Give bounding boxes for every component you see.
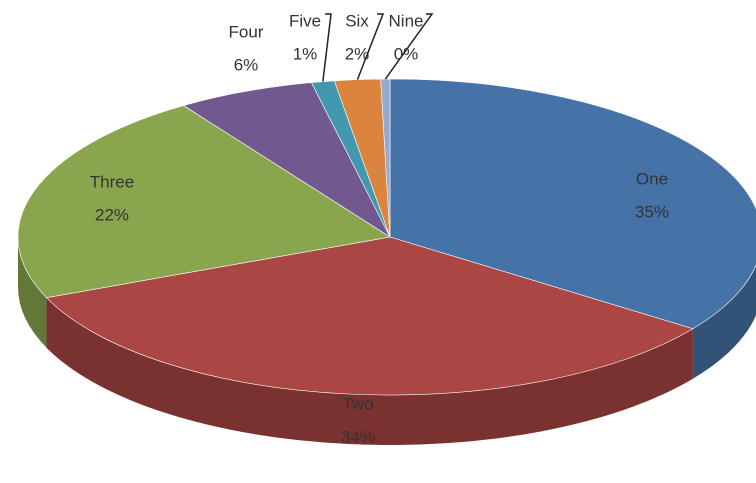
leader-line: [322, 13, 332, 82]
slice: [17, 105, 391, 299]
slice-label: Four: [229, 22, 264, 41]
slice-side: [46, 297, 693, 446]
slice-label: Three: [90, 172, 134, 191]
leader-line: [356, 13, 385, 80]
slice-side: [18, 237, 47, 348]
slice-value-label: 1%: [293, 44, 318, 63]
slice-value-label: 0%: [394, 44, 419, 63]
slice-label: Five: [289, 11, 321, 30]
slice: [182, 82, 391, 238]
slice-label: Nine: [389, 11, 424, 30]
slice: [45, 236, 694, 396]
slice-label: Two: [342, 394, 373, 413]
slice-label: One: [636, 169, 668, 188]
slice-value-label: 2%: [345, 44, 370, 63]
slice-value-label: 35%: [635, 202, 669, 221]
slice: [389, 78, 756, 330]
slice-label: Six: [345, 11, 369, 30]
slice-value-label: 34%: [341, 427, 375, 446]
leader-line: [384, 13, 434, 80]
slice-value-label: 22%: [95, 205, 129, 224]
slice-value-label: 6%: [234, 55, 259, 74]
slice-side: [692, 265, 756, 379]
